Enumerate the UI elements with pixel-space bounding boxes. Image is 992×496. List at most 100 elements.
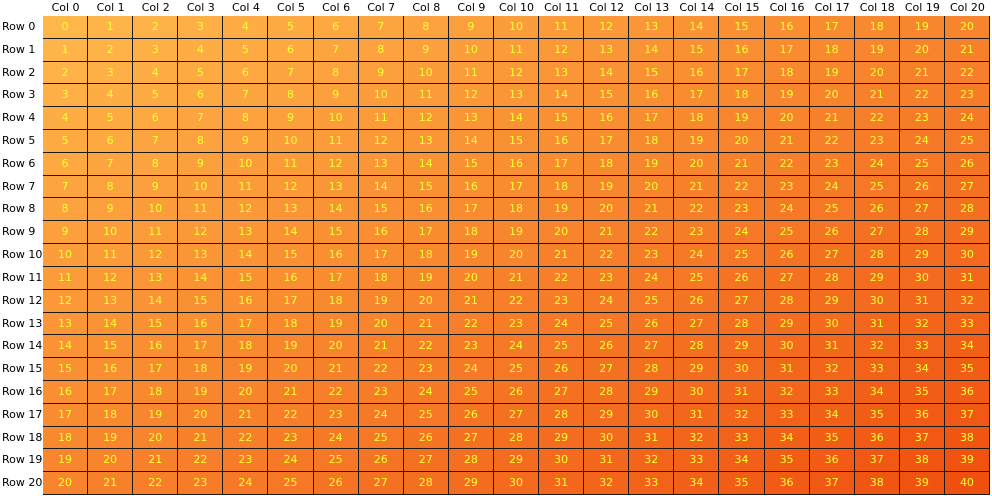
grid-cell[interactable]: 20 xyxy=(944,16,990,39)
grid-cell[interactable]: 29 xyxy=(584,403,630,427)
column-header[interactable]: Col 15 xyxy=(724,1,760,14)
grid-cell[interactable]: 29 xyxy=(629,380,675,404)
grid-cell[interactable]: 25 xyxy=(358,426,404,450)
grid-cell[interactable]: 34 xyxy=(899,358,945,381)
grid-cell[interactable]: 9 xyxy=(43,221,89,245)
grid-cell[interactable]: 16 xyxy=(403,198,449,222)
grid-cell[interactable]: 14 xyxy=(358,175,404,199)
grid-cell[interactable]: 5 xyxy=(88,107,134,131)
grid-cell[interactable]: 27 xyxy=(674,312,720,336)
column-header[interactable]: Col 20 xyxy=(949,1,985,14)
grid-cell[interactable]: 23 xyxy=(674,221,720,245)
grid-cell[interactable]: 17 xyxy=(719,61,765,85)
grid-cell[interactable]: 14 xyxy=(223,244,269,267)
grid-cell[interactable]: 14 xyxy=(43,335,89,359)
grid-cell[interactable]: 17 xyxy=(403,221,449,245)
grid-cell[interactable]: 39 xyxy=(899,472,945,495)
grid-cell[interactable]: 12 xyxy=(313,152,359,176)
grid-cell[interactable]: 27 xyxy=(854,221,900,245)
grid-cell[interactable]: 26 xyxy=(403,426,449,450)
grid-cell[interactable]: 17 xyxy=(764,38,810,62)
grid-cell[interactable]: 18 xyxy=(133,380,179,404)
grid-cell[interactable]: 14 xyxy=(584,61,630,85)
grid-cell[interactable]: 19 xyxy=(899,16,945,39)
row-header[interactable]: Row 4 xyxy=(2,111,36,125)
grid-cell[interactable]: 19 xyxy=(584,175,630,199)
grid-cell[interactable]: 37 xyxy=(809,472,855,495)
grid-cell[interactable]: 20 xyxy=(88,449,134,473)
grid-cell[interactable]: 24 xyxy=(358,403,404,427)
column-header[interactable]: Col 4 xyxy=(231,1,260,14)
grid-cell[interactable]: 26 xyxy=(809,221,855,245)
grid-cell[interactable]: 13 xyxy=(43,312,89,336)
grid-cell[interactable]: 19 xyxy=(313,312,359,336)
grid-cell[interactable]: 18 xyxy=(313,289,359,313)
grid-cell[interactable]: 6 xyxy=(43,152,89,176)
grid-cell[interactable]: 21 xyxy=(764,130,810,153)
grid-cell[interactable]: 31 xyxy=(629,426,675,450)
grid-cell[interactable]: 20 xyxy=(764,107,810,131)
grid-cell[interactable]: 26 xyxy=(674,289,720,313)
grid-cell[interactable]: 22 xyxy=(448,312,494,336)
grid-cell[interactable]: 18 xyxy=(358,266,404,290)
grid-cell[interactable]: 11 xyxy=(43,266,89,290)
row-header[interactable]: Row 15 xyxy=(2,362,42,376)
grid-cell[interactable]: 25 xyxy=(268,472,314,495)
grid-cell[interactable]: 17 xyxy=(674,84,720,108)
grid-cell[interactable]: 13 xyxy=(584,38,630,62)
grid-cell[interactable]: 20 xyxy=(493,244,540,267)
column-header[interactable]: Col 12 xyxy=(589,1,625,14)
grid-cell[interactable]: 24 xyxy=(719,221,765,245)
grid-cell[interactable]: 17 xyxy=(133,358,179,381)
grid-cell[interactable]: 9 xyxy=(223,130,269,153)
grid-cell[interactable]: 32 xyxy=(764,380,810,404)
grid-cell[interactable]: 28 xyxy=(629,358,675,381)
grid-cell[interactable]: 19 xyxy=(719,107,765,131)
grid-cell[interactable]: 14 xyxy=(133,289,179,313)
grid-cell[interactable]: 25 xyxy=(539,335,585,359)
row-header[interactable]: Row 12 xyxy=(2,293,42,307)
grid-cell[interactable]: 19 xyxy=(133,403,179,427)
grid-cell[interactable]: 18 xyxy=(223,335,269,359)
grid-cell[interactable]: 11 xyxy=(358,107,404,131)
grid-cell[interactable]: 30 xyxy=(719,358,765,381)
grid-cell[interactable]: 12 xyxy=(584,16,630,39)
grid-cell[interactable]: 9 xyxy=(403,38,449,62)
grid-cell[interactable]: 23 xyxy=(854,130,900,153)
grid-cell[interactable]: 29 xyxy=(764,312,810,336)
grid-cell[interactable]: 14 xyxy=(629,38,675,62)
grid-cell[interactable]: 36 xyxy=(944,380,990,404)
grid-cell[interactable]: 25 xyxy=(764,221,810,245)
grid-cell[interactable]: 22 xyxy=(719,175,765,199)
grid-cell[interactable]: 10 xyxy=(448,38,494,62)
grid-cell[interactable]: 17 xyxy=(223,312,269,336)
grid-cell[interactable]: 33 xyxy=(809,380,855,404)
grid-cell[interactable]: 0 xyxy=(43,16,89,39)
grid-cell[interactable]: 21 xyxy=(313,358,359,381)
grid-cell[interactable]: 17 xyxy=(809,16,855,39)
grid-cell[interactable]: 11 xyxy=(178,198,224,222)
grid-cell[interactable]: 21 xyxy=(493,266,540,290)
grid-cell[interactable]: 31 xyxy=(854,312,900,336)
grid-cell[interactable]: 37 xyxy=(854,449,900,473)
grid-cell[interactable]: 11 xyxy=(268,152,314,176)
grid-cell[interactable]: 30 xyxy=(809,312,855,336)
grid-cell[interactable]: 19 xyxy=(539,198,585,222)
grid-cell[interactable]: 22 xyxy=(854,107,900,131)
grid-cell[interactable]: 7 xyxy=(358,16,404,39)
grid-cell[interactable]: 9 xyxy=(178,152,224,176)
grid-cell[interactable]: 26 xyxy=(944,152,990,176)
grid-cell[interactable]: 14 xyxy=(493,107,540,131)
grid-cell[interactable]: 27 xyxy=(809,244,855,267)
grid-cell[interactable]: 8 xyxy=(403,16,449,39)
grid-cell[interactable]: 21 xyxy=(358,335,404,359)
grid-cell[interactable]: 30 xyxy=(764,335,810,359)
grid-cell[interactable]: 6 xyxy=(88,130,134,153)
grid-cell[interactable]: 10 xyxy=(268,130,314,153)
grid-cell[interactable]: 14 xyxy=(313,198,359,222)
grid-cell[interactable]: 21 xyxy=(268,380,314,404)
column-header[interactable]: Col 16 xyxy=(769,1,805,14)
column-header[interactable]: Col 11 xyxy=(544,1,580,14)
grid-cell[interactable]: 28 xyxy=(493,426,540,450)
grid-cell[interactable]: 23 xyxy=(809,152,855,176)
